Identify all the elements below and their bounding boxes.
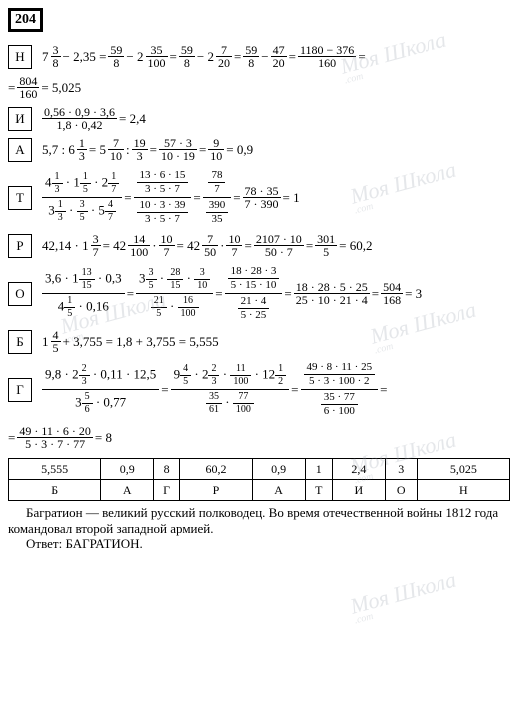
row-t: Т 413 · 115 · 217 313 · 35 · 547 = 13 · … [8, 168, 510, 227]
expr-b: 1 45 + 3,755 = 1,8 + 3,755 = 5,555 [42, 329, 219, 354]
letter-box-i: И [8, 107, 32, 131]
letter-box-r: Р [8, 234, 32, 258]
table-letter-cell: А [252, 480, 305, 501]
expr-a: 5,7 : 613 = 5710 : 193 = 57 · 310 · 19 =… [42, 137, 253, 162]
expr-i: 0,56 · 0,9 · 3,61,8 · 0,42 = 2,4 [42, 106, 146, 131]
table-value-cell: 8 [154, 459, 180, 480]
answer-table: 5,5550,9860,20,912,435,025 БАГРАТИОН [8, 458, 510, 501]
table-value-cell: 0,9 [252, 459, 305, 480]
row-a: А 5,7 : 613 = 5710 : 193 = 57 · 310 · 19… [8, 137, 510, 162]
table-value-cell: 2,4 [333, 459, 386, 480]
expr-g: 9,8 · 223 · 0,11 · 12,5 356 · 0,77 = 945… [42, 360, 387, 419]
problem-number-text: 204 [15, 12, 36, 27]
table-value-cell: 3 [385, 459, 417, 480]
table-letter-cell: Р [180, 480, 253, 501]
expr-t: 413 · 115 · 217 313 · 35 · 547 = 13 · 6 … [42, 168, 300, 227]
row-b: Б 1 45 + 3,755 = 1,8 + 3,755 = 5,555 [8, 329, 510, 354]
row-r: Р 42,14 · 137 = 4214100 · 107 = 42750 · … [8, 233, 510, 258]
table-value-cell: 0,9 [101, 459, 154, 480]
row-g: Г 9,8 · 223 · 0,11 · 12,5 356 · 0,77 = 9… [8, 360, 510, 419]
table-letter-cell: Б [9, 480, 101, 501]
letter-box-t: Т [8, 186, 32, 210]
problem-number: 204 [8, 8, 43, 32]
table-letter-cell: Г [154, 480, 180, 501]
row-o: О 3,6 · 11315 · 0,3 415 · 0,16 = 335 · 2… [8, 264, 510, 323]
table-letter-cell: И [333, 480, 386, 501]
letter-box-b: Б [8, 330, 32, 354]
letter-box-o: О [8, 282, 32, 306]
letter-box-n: Н [8, 45, 32, 69]
letter-box-a: А [8, 138, 32, 162]
row-n: Н 738 − 2,35 = 598 − 235100 = 598 − 2720… [8, 44, 510, 69]
expr-r: 42,14 · 137 = 4214100 · 107 = 42750 · 10… [42, 233, 373, 258]
table-value-cell: 60,2 [180, 459, 253, 480]
footer-text: Багратион — великий русский полководец. … [8, 505, 510, 536]
row-i: И 0,56 · 0,9 · 3,61,8 · 0,42 = 2,4 [8, 106, 510, 131]
table-value-cell: 1 [305, 459, 333, 480]
table-value-cell: 5,555 [9, 459, 101, 480]
table-letter-cell: О [385, 480, 417, 501]
expr-n: 738 − 2,35 = 598 − 235100 = 598 − 2720 =… [42, 44, 366, 69]
expr-o: 3,6 · 11315 · 0,3 415 · 0,16 = 335 · 281… [42, 264, 422, 323]
expr-n-cont: = 804160 = 5,025 [8, 75, 510, 100]
table-letter-cell: Н [417, 480, 509, 501]
table-value-cell: 5,025 [417, 459, 509, 480]
letter-box-g: Г [8, 378, 32, 402]
table-letter-cell: Т [305, 480, 333, 501]
expr-g-cont: = 49 · 11 · 6 · 205 · 3 · 7 · 77 = 8 [8, 425, 510, 450]
table-letter-cell: А [101, 480, 154, 501]
answer-line: Ответ: БАГРАТИОН. [8, 536, 510, 552]
